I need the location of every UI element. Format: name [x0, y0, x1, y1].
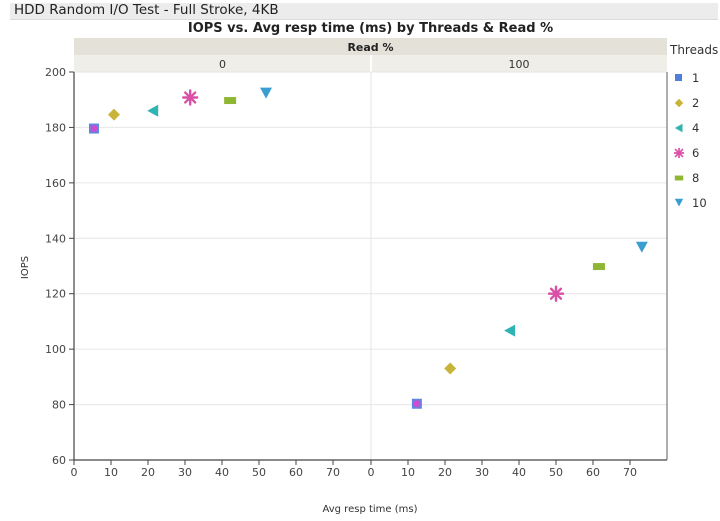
x-tick-label: 70 — [623, 466, 637, 479]
x-tick-label: 70 — [326, 466, 340, 479]
window-titlebar: HDD Random I/O Test - Full Stroke, 4KB — [10, 2, 718, 20]
legend-item-threads-8: 8 — [670, 165, 718, 190]
y-tick-label: 120 — [45, 288, 66, 301]
data-point-threads-4 — [147, 104, 159, 117]
square-marker-icon — [675, 73, 682, 81]
data-point-threads-1 — [88, 123, 99, 134]
y-tick-label: 140 — [45, 232, 66, 245]
x-tick-label: 60 — [586, 466, 600, 479]
chart-title: IOPS vs. Avg resp time (ms) by Threads &… — [187, 21, 554, 36]
x-tick-label: 50 — [252, 466, 266, 479]
x-tick-label: 40 — [512, 466, 526, 479]
y-tick-label: 180 — [45, 121, 66, 134]
triangle-left-marker-icon — [674, 123, 683, 132]
data-point-threads-6 — [547, 285, 565, 302]
y-tick-label: 160 — [45, 177, 66, 190]
data-point-threads-8 — [224, 97, 237, 105]
x-tick-label: 20 — [438, 466, 452, 479]
panel-label: 100 — [509, 58, 530, 71]
x-tick-label: 30 — [475, 466, 489, 479]
data-point-threads-10 — [635, 241, 648, 253]
legend-item-threads-6: 6 — [670, 140, 718, 165]
y-tick-label: 80 — [52, 399, 66, 412]
legend-label: 8 — [692, 170, 700, 185]
y-tick-label: 60 — [52, 454, 66, 467]
legend-item-threads-1: 1 — [670, 65, 718, 90]
x-tick-label: 40 — [215, 466, 229, 479]
rect-marker-icon — [674, 175, 684, 180]
data-point-threads-6 — [181, 89, 199, 106]
data-point-threads-4 — [504, 324, 516, 337]
x-axis-label: Avg resp time (ms) — [322, 504, 418, 515]
panel-label: 0 — [219, 58, 226, 71]
legend: Threads 1 2 4 6 8 10 — [670, 43, 718, 215]
y-tick-label: 200 — [45, 66, 66, 79]
window-title: HDD Random I/O Test - Full Stroke, 4KB — [14, 2, 279, 18]
legend-label: 1 — [692, 70, 700, 85]
x-tick-label: 0 — [71, 466, 78, 479]
x-tick-label: 50 — [549, 466, 563, 479]
diamond-marker-icon — [674, 98, 684, 107]
data-point-threads-8 — [592, 263, 605, 271]
asterisk-marker-icon — [674, 147, 684, 158]
x-tick-label: 30 — [178, 466, 192, 479]
data-point-threads-2 — [107, 108, 120, 121]
facet-label: Read % — [347, 41, 393, 54]
y-axis-label: IOPS — [20, 255, 32, 280]
data-point-threads-10 — [260, 87, 273, 99]
legend-label: 10 — [692, 195, 707, 210]
x-tick-label: 60 — [289, 466, 303, 479]
legend-title: Threads — [670, 43, 719, 57]
x-tick-label: 20 — [141, 466, 155, 479]
legend-item-threads-10: 10 — [670, 190, 718, 215]
legend-label: 2 — [692, 95, 700, 110]
data-point-threads-1 — [411, 398, 422, 409]
x-tick-label: 10 — [104, 466, 118, 479]
triangle-down-marker-icon — [674, 198, 684, 206]
legend-label: 4 — [692, 120, 700, 135]
legend-label: 6 — [692, 145, 700, 160]
x-tick-label: 0 — [368, 466, 375, 479]
y-tick-label: 100 — [45, 343, 66, 356]
legend-item-threads-2: 2 — [670, 90, 718, 115]
x-tick-label: 10 — [401, 466, 415, 479]
legend-item-threads-4: 4 — [670, 115, 718, 140]
data-point-threads-2 — [444, 362, 457, 375]
